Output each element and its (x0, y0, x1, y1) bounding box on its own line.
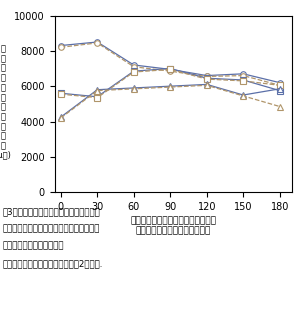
Text: 胚
乳
細
胞
１
個
あ
た
り
面
積
(μ㎡): 胚 乳 細 胞 １ 個 あ た り 面 積 (μ㎡) (0, 44, 12, 160)
Text: シンボルとその上下の縦線は図2と同様.: シンボルとその上下の縦線は図2と同様. (3, 259, 103, 268)
X-axis label: 玄米横断面における胚乳中心点から
背部維管束方向に対する角度。: 玄米横断面における胚乳中心点から 背部維管束方向に対する角度。 (130, 216, 216, 236)
Text: 背部維管束方向に対する角度別の細胞面積: 背部維管束方向に対する角度別の細胞面積 (3, 225, 100, 234)
Text: 図3　胚乳横断面における胚乳中心点から: 図3 胚乳横断面における胚乳中心点から (3, 208, 101, 217)
Text: に及ぼす夜温と昼温の影響: に及ぼす夜温と昼温の影響 (3, 242, 64, 251)
